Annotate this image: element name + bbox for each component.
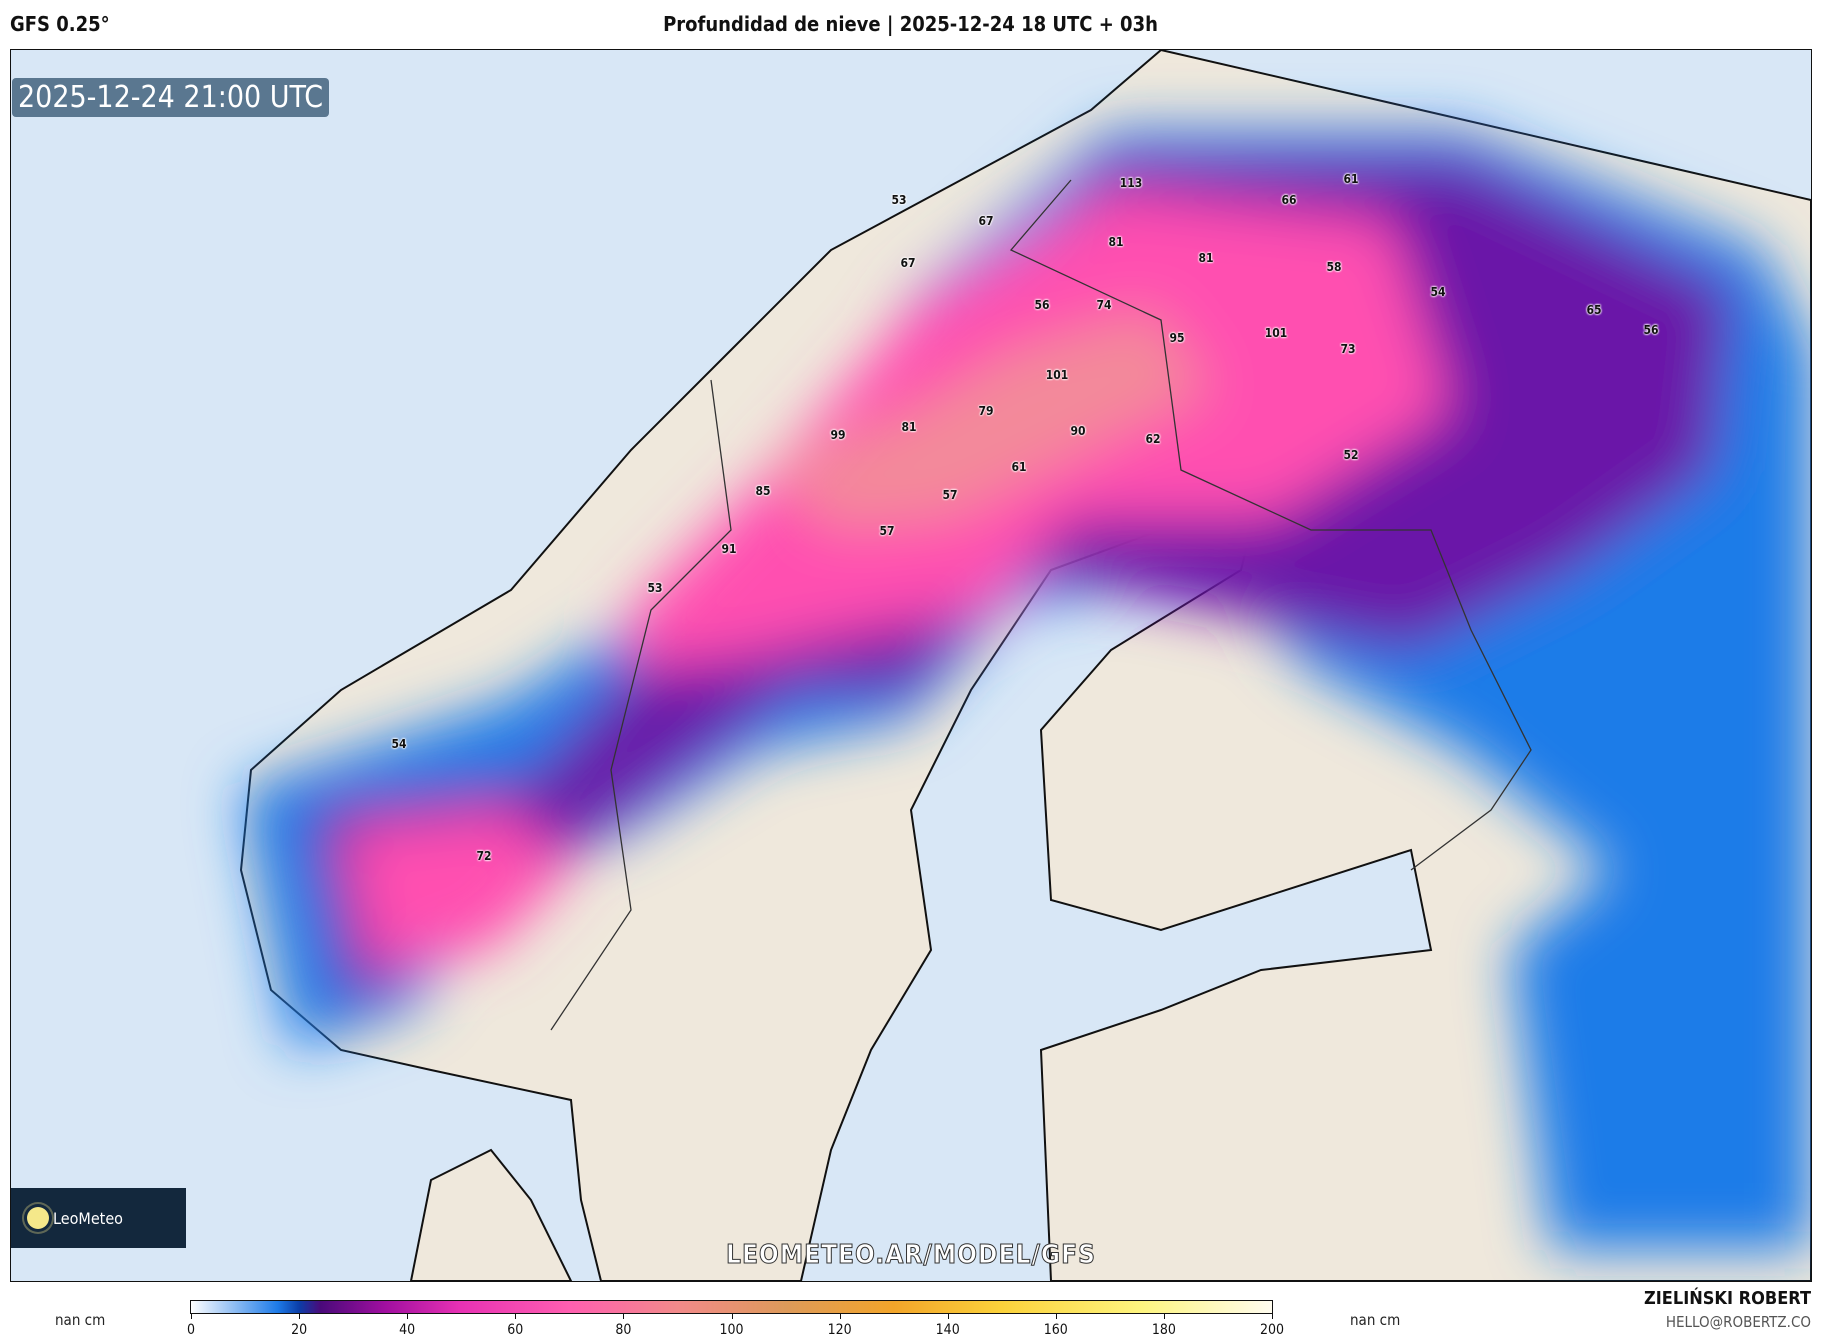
watermark: LEOMETEO.AR/MODEL/GFS [726, 1240, 1096, 1271]
unit-right: nan cm [1350, 1311, 1401, 1329]
snow-depth-label: 54 [1430, 285, 1446, 299]
tick-mark [299, 1313, 301, 1319]
tick-label: 20 [291, 1322, 308, 1338]
author-email: HELLO@ROBERTZ.CO [1665, 1313, 1811, 1331]
borders [550, 179, 1532, 1031]
logo-text: LeoMeteo [53, 1208, 123, 1228]
snow-depth-label: 85 [755, 484, 771, 498]
snow-depth-label: 57 [879, 524, 895, 538]
snow-depth-label: 56 [1034, 298, 1050, 312]
snow-depth-label: 95 [1169, 331, 1185, 345]
snow-depth-label: 62 [1145, 432, 1161, 446]
snow-depth-label: 99 [830, 428, 846, 442]
tick-mark [515, 1313, 517, 1319]
author: ZIELIŃSKI ROBERT [1644, 1288, 1811, 1309]
snow-depth-label: 90 [1070, 424, 1086, 438]
tick-mark [947, 1313, 949, 1319]
model-name: GFS 0.25° [10, 12, 110, 36]
tick-label: 40 [399, 1322, 416, 1338]
snow-depth-label: 52 [1343, 448, 1359, 462]
snow-depth-label: 81 [901, 420, 917, 434]
tick-label: 60 [507, 1322, 524, 1338]
snow-depth-label: 66 [1281, 193, 1297, 207]
tick-label: 180 [1151, 1322, 1176, 1338]
snow-depth-label: 56 [1643, 323, 1659, 337]
tick-label: 200 [1259, 1322, 1285, 1338]
snow-depth-label: 91 [721, 542, 737, 556]
snow-depth-label: 81 [1108, 235, 1124, 249]
tick-label: 160 [1043, 1322, 1068, 1338]
unit-left: nan cm [55, 1311, 106, 1329]
snow-depth-label: 61 [1011, 460, 1027, 474]
snow-depth-label: 54 [391, 737, 407, 751]
snow-depth-label: 53 [647, 581, 663, 595]
tick-label: 120 [827, 1322, 852, 1338]
leometeo-logo[interactable]: LeoMeteo [11, 1188, 186, 1248]
snow-depth-label: 101 [1264, 326, 1288, 340]
tick-label: 80 [615, 1322, 632, 1338]
tick-label: 140 [935, 1322, 960, 1338]
snow-depth-label: 61 [1343, 172, 1359, 186]
tick-mark [407, 1313, 409, 1319]
tick-mark [623, 1313, 625, 1319]
snow-depth-label: 53 [891, 193, 907, 207]
snow-depth-label: 72 [476, 849, 492, 863]
valid-time-badge: 2025-12-24 21:00 UTC [12, 78, 330, 117]
chart-title: Profundidad de nieve | 2025-12-24 18 UTC… [663, 12, 1158, 36]
tick-mark [839, 1313, 841, 1319]
tick-mark [731, 1313, 733, 1319]
snow-depth-label: 67 [978, 214, 994, 228]
tick-mark [1163, 1313, 1165, 1319]
snow-depth-label: 74 [1096, 298, 1112, 312]
tick-mark [1272, 1313, 1273, 1319]
snow-depth-label: 73 [1340, 342, 1356, 356]
snow-depth-label: 57 [942, 488, 958, 502]
sun-icon [27, 1207, 49, 1229]
snow-depth-label: 113 [1119, 176, 1143, 190]
colorbar [190, 1300, 1273, 1314]
snow-depth-label: 67 [900, 256, 916, 270]
tick-mark [1055, 1313, 1057, 1319]
snow-depth-label: 101 [1045, 368, 1069, 382]
tick-label: 100 [719, 1322, 744, 1338]
snow-depth-label: 81 [1198, 251, 1214, 265]
tick-label: 0 [186, 1322, 196, 1338]
map-layer [239, 50, 1811, 1281]
snow-depth-map[interactable]: 2025-12-24 21:00 UTC 113 61 66 53 67 81 81 58 67… [10, 49, 1812, 1282]
snow-depth-label: 65 [1586, 303, 1602, 317]
snow-depth-label: 58 [1326, 260, 1342, 274]
snow-depth-field [241, 130, 1811, 1250]
tick-mark [191, 1313, 192, 1319]
snow-depth-label: 79 [978, 404, 994, 418]
